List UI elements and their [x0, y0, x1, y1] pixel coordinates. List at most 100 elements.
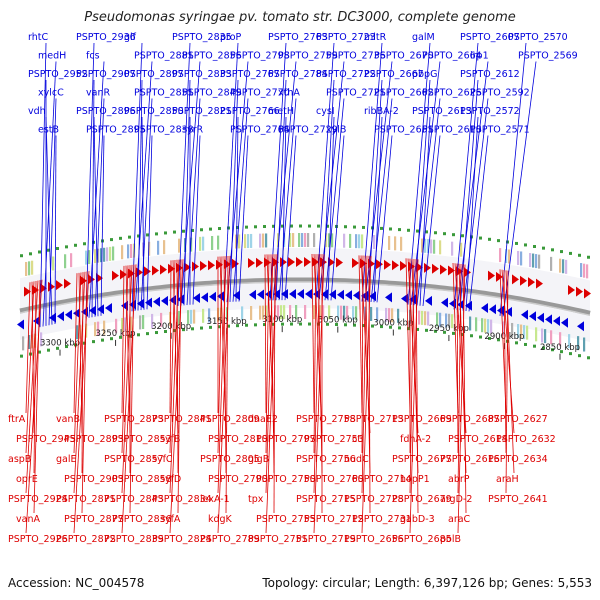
reverse-label-line — [503, 270, 507, 454]
guide-dot — [317, 224, 320, 228]
reverse-label-line — [457, 263, 462, 494]
cog-bar — [487, 319, 490, 334]
cog-bar — [424, 238, 427, 253]
forward-label-line — [275, 79, 287, 301]
reverse-gene-label: hopP1 — [400, 474, 430, 485]
cog-bar — [568, 334, 571, 349]
cog-bar — [535, 327, 538, 342]
reverse-gene-label: PSPTO_2760 — [304, 474, 364, 485]
reverse-gene-label: PSPTO_2797 — [256, 434, 316, 445]
forward-gene-arrow — [249, 289, 256, 300]
reverse-gene-arrow — [144, 266, 151, 277]
cog-bar — [490, 319, 493, 334]
cog-bar — [178, 238, 181, 253]
forward-gene-arrow — [201, 292, 208, 303]
cog-bar — [538, 254, 541, 269]
forward-gene-arrow — [305, 289, 312, 300]
forward-gene-arrow — [161, 295, 168, 306]
reverse-gene-arrow — [440, 264, 447, 275]
reverse-gene-label: polB — [440, 534, 461, 545]
reverse-gene-label: PSPTO_2685 — [392, 534, 452, 545]
reverse-gene-label: PSPTO_2758 — [296, 414, 356, 425]
cog-bar — [451, 241, 454, 256]
reverse-gene-label: PSPTO_2924 — [8, 494, 68, 505]
cog-bar — [190, 309, 193, 324]
guide-dot — [110, 337, 113, 341]
forward-label-line — [462, 98, 489, 311]
cog-bar — [361, 234, 364, 249]
cog-bar — [103, 247, 106, 262]
cog-bar — [265, 305, 268, 320]
guide-dot — [497, 239, 500, 243]
forward-gene-label: PSPTO_2833 — [172, 69, 232, 80]
forward-gene-label: cysI — [316, 106, 335, 117]
guide-dot — [20, 354, 23, 358]
reverse-gene-label: PSPTO_2634 — [488, 454, 548, 465]
guide-dot — [326, 224, 329, 228]
reverse-label-line — [361, 255, 368, 494]
guide-dot — [434, 329, 437, 333]
cog-bar — [451, 314, 454, 329]
cog-bar — [199, 236, 202, 251]
reverse-gene-arrow — [288, 257, 295, 268]
reverse-gene-arrow — [392, 260, 399, 271]
reverse-gene-label: PSPTO_2893 — [64, 434, 124, 445]
guide-dot — [389, 325, 392, 329]
forward-label-line — [229, 79, 239, 302]
cog-bar — [559, 258, 562, 273]
forward-gene-label: PSPTO_2936 — [76, 32, 136, 43]
forward-gene-label: xylB — [326, 125, 346, 136]
cog-bar — [151, 313, 154, 328]
reverse-label-line — [409, 258, 415, 494]
cog-bar — [559, 332, 562, 347]
cog-bar — [370, 306, 373, 321]
reverse-gene-label: ftrA — [8, 414, 26, 425]
reverse-label-line — [25, 279, 43, 534]
forward-gene-label: PSPTO_2626 — [422, 88, 482, 99]
reverse-gene-label: oprE — [16, 474, 38, 485]
guide-dot — [281, 224, 284, 228]
scale-tick-label: 3250 kbp — [96, 329, 136, 339]
forward-gene-arrow — [337, 289, 344, 300]
reverse-label-line — [121, 265, 125, 414]
forward-gene-label: PSPTO_2651 — [374, 125, 434, 136]
cog-bar — [127, 244, 130, 259]
forward-gene-label: medH — [38, 51, 66, 62]
cog-bar — [277, 305, 280, 320]
guide-dot — [407, 327, 410, 331]
cog-bar — [364, 306, 367, 321]
forward-label-line — [281, 116, 287, 301]
forward-gene-arrow — [145, 297, 152, 308]
backbone-line — [19, 277, 591, 316]
reverse-gene-label: PSPTO_2715 — [296, 494, 356, 505]
guide-dot — [353, 225, 356, 229]
reverse-gene-label: PSPTO_2750 — [256, 474, 316, 485]
reverse-gene-arrow — [24, 286, 31, 297]
forward-label-line — [180, 61, 201, 306]
cog-bar — [178, 310, 181, 325]
guide-dot — [182, 229, 185, 233]
cog-bar — [247, 234, 250, 249]
cog-bar — [94, 322, 97, 337]
guide-dot — [56, 247, 59, 251]
cog-bar — [424, 311, 427, 326]
guide-dot — [173, 230, 176, 234]
reverse-label-line — [81, 271, 88, 514]
cog-bar — [160, 312, 163, 327]
cog-bar — [433, 239, 436, 254]
cog-bar — [25, 261, 28, 276]
guide-dot — [308, 322, 311, 326]
reverse-gene-label: PSPTO_2789 — [200, 534, 260, 545]
guide-dot — [515, 341, 518, 345]
forward-gene-label: PSPTO_2897 — [124, 69, 184, 80]
reverse-gene-label: PSPTO_2841 — [152, 414, 212, 425]
guide-dot — [101, 338, 104, 342]
guide-dot — [290, 322, 293, 326]
scale-tick-label: 2950 kbp — [429, 324, 469, 334]
reverse-gene-label: PSPTO_2677 — [392, 454, 452, 465]
cog-bar — [550, 256, 553, 271]
reverse-gene-label: PSPTO_2753 — [304, 434, 364, 445]
scale-tick-label: 3000 kbp — [373, 319, 413, 329]
forward-gene-arrow — [441, 297, 448, 308]
cog-bar — [322, 305, 325, 320]
